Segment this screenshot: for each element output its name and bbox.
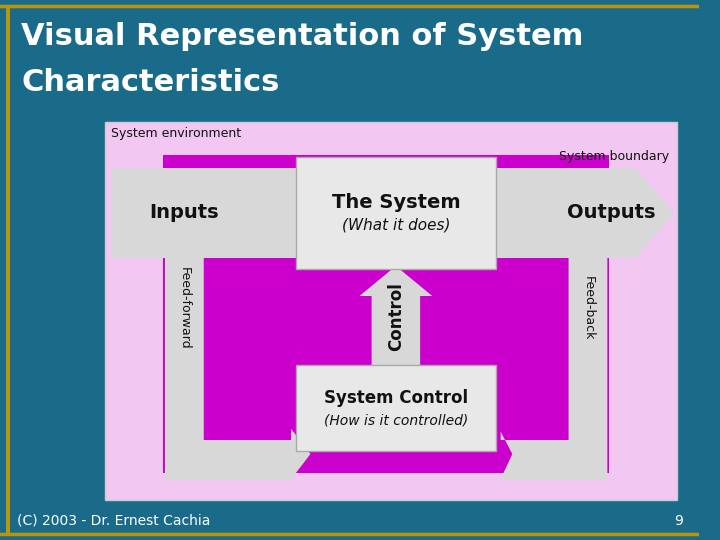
- Text: Visual Representation of System: Visual Representation of System: [22, 22, 584, 51]
- Text: (What it does): (What it does): [341, 218, 450, 233]
- Text: Characteristics: Characteristics: [22, 68, 280, 97]
- Bar: [6, 6, 9, 534]
- Text: 9: 9: [674, 514, 683, 528]
- Text: System boundary: System boundary: [559, 150, 670, 163]
- Text: System environment: System environment: [111, 127, 240, 140]
- Text: Feed-forward: Feed-forward: [178, 267, 191, 349]
- Text: Outputs: Outputs: [567, 204, 655, 222]
- Bar: [163, 155, 609, 473]
- Text: The System: The System: [331, 193, 460, 213]
- Polygon shape: [165, 176, 310, 480]
- Bar: [105, 122, 678, 500]
- Polygon shape: [359, 266, 432, 368]
- Text: Feed-back: Feed-back: [582, 276, 595, 340]
- Polygon shape: [112, 168, 675, 258]
- Text: (How is it controlled): (How is it controlled): [324, 413, 468, 427]
- FancyBboxPatch shape: [296, 365, 496, 451]
- Text: Inputs: Inputs: [150, 204, 219, 222]
- Text: Control: Control: [387, 282, 405, 352]
- Text: (C) 2003 - Dr. Ernest Cachia: (C) 2003 - Dr. Ernest Cachia: [17, 514, 211, 528]
- Polygon shape: [500, 176, 608, 480]
- FancyBboxPatch shape: [296, 157, 496, 269]
- Text: System Control: System Control: [324, 389, 468, 407]
